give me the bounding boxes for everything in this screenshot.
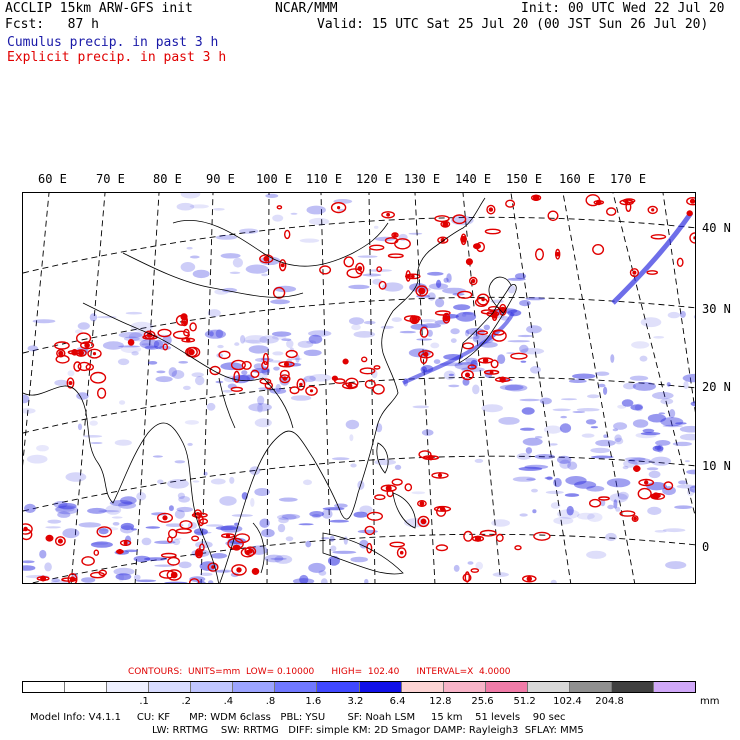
- valid-time: Valid: 15 UTC Sat 25 Jul 20 (00 JST Sun …: [317, 17, 709, 32]
- precip-map: [22, 192, 696, 584]
- colorbar-swatch: [23, 682, 66, 692]
- lat-label: 0: [702, 540, 710, 554]
- model-info: Model Info: V4.1.1 CU: KF MP: WDM 6class…: [30, 712, 566, 723]
- colorbar-swatch: [233, 682, 276, 692]
- colorbar-label: 3.2: [347, 696, 364, 707]
- colorbar-swatch: [149, 682, 192, 692]
- lat-label: 40 N: [702, 221, 731, 235]
- colorbar-swatch: [443, 682, 486, 692]
- colorbar-label: .2: [181, 696, 192, 707]
- physics-info: LW: RRTMG SW: RRTMG DIFF: simple KM: 2D …: [152, 725, 584, 736]
- colorbar-swatch: [401, 682, 444, 692]
- colorbar-unit: mm: [700, 696, 720, 707]
- colorbar-swatch: [527, 682, 570, 692]
- lon-label: 130 E: [404, 172, 441, 186]
- org-label: NCAR/MMM: [275, 1, 338, 16]
- run-title: ACCLIP 15km ARW-GFS init: [5, 1, 193, 16]
- colorbar-swatch: [359, 682, 402, 692]
- colorbar-label: 25.6: [471, 696, 494, 707]
- lon-label: 170 E: [610, 172, 647, 186]
- colorbar-label: 204.8: [595, 696, 624, 707]
- colorbar-label: 6.4: [389, 696, 406, 707]
- colorbar-swatch: [611, 682, 654, 692]
- colorbar-label: 12.8: [429, 696, 452, 707]
- lon-label: 60 E: [38, 172, 67, 186]
- colorbar-swatch: [65, 682, 108, 692]
- colorbar-label: .4: [223, 696, 234, 707]
- lat-label: 20 N: [702, 380, 731, 394]
- lon-label: 120 E: [356, 172, 393, 186]
- lat-label: 30 N: [702, 302, 731, 316]
- colorbar-label: .1: [139, 696, 149, 707]
- legend-cumulus: Cumulus precip. in past 3 h: [7, 35, 219, 50]
- colorbar-swatch: [107, 682, 150, 692]
- forecast-hour: Fcst: 87 h: [5, 17, 99, 32]
- precip-field: [23, 193, 695, 583]
- init-time: Init: 00 UTC Wed 22 Jul 20: [521, 1, 725, 16]
- lon-label: 140 E: [455, 172, 492, 186]
- colorbar-label: 1.6: [305, 696, 322, 707]
- colorbar-swatch: [485, 682, 528, 692]
- lat-label: 10 N: [702, 459, 731, 473]
- colorbar-label: 51.2: [513, 696, 536, 707]
- colorbar-swatch: [191, 682, 234, 692]
- colorbar-swatch: [569, 682, 612, 692]
- lon-label: 110 E: [306, 172, 343, 186]
- coastlines: [23, 197, 517, 583]
- lon-label: 160 E: [559, 172, 596, 186]
- colorbar-swatch: [275, 682, 318, 692]
- lon-label: 150 E: [506, 172, 543, 186]
- map-canvas: [23, 193, 695, 583]
- colorbar-swatch: [653, 682, 695, 692]
- contour-info: CONTOURS: UNITS=mm LOW= 0.10000 HIGH= 10…: [128, 667, 511, 677]
- lon-label: 70 E: [96, 172, 125, 186]
- colorbar: [22, 681, 696, 693]
- colorbar-swatch: [317, 682, 360, 692]
- colorbar-label: 102.4: [553, 696, 582, 707]
- lon-label: 100 E: [256, 172, 293, 186]
- colorbar-label: .8: [265, 696, 276, 707]
- lon-label: 90 E: [206, 172, 235, 186]
- lon-label: 80 E: [153, 172, 182, 186]
- legend-explicit: Explicit precip. in past 3 h: [7, 50, 227, 65]
